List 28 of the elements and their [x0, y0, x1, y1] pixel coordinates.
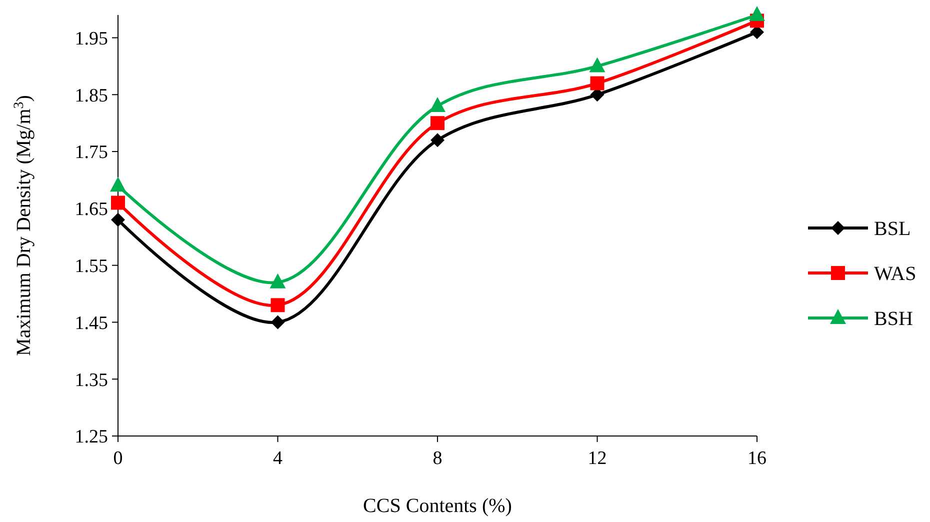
- legend-label: WAS: [874, 263, 916, 285]
- y-tick-label: 1.55: [74, 256, 108, 277]
- legend-label: BSL: [874, 218, 911, 240]
- point: [110, 176, 126, 192]
- legend-label: BSH: [874, 308, 913, 330]
- y-tick-label: 1.25: [74, 426, 108, 448]
- point: [111, 212, 125, 227]
- point: [749, 6, 765, 21]
- point: [430, 116, 444, 130]
- point: [270, 298, 285, 312]
- point: [270, 315, 285, 330]
- x-tick-label: 8: [432, 448, 442, 469]
- x-tick-label: 12: [588, 448, 607, 469]
- x-tick-label: 0: [113, 448, 123, 469]
- point: [590, 76, 604, 90]
- y-tick-label: 1.45: [74, 312, 108, 334]
- point: [430, 97, 446, 112]
- point: [111, 196, 125, 210]
- x-tick-label: 16: [748, 448, 766, 469]
- y-tick-label: 1.85: [74, 85, 108, 106]
- x-tick-label: 4: [273, 448, 283, 469]
- point: [589, 57, 606, 72]
- y-tick-label: 1.75: [74, 142, 108, 164]
- y-tick-label: 1.95: [74, 28, 108, 50]
- y-tick-label: 1.35: [74, 370, 108, 391]
- y-tick-label: 1.65: [74, 199, 108, 220]
- x-axis-title: CCS Contents (%): [363, 495, 512, 517]
- point: [430, 133, 444, 148]
